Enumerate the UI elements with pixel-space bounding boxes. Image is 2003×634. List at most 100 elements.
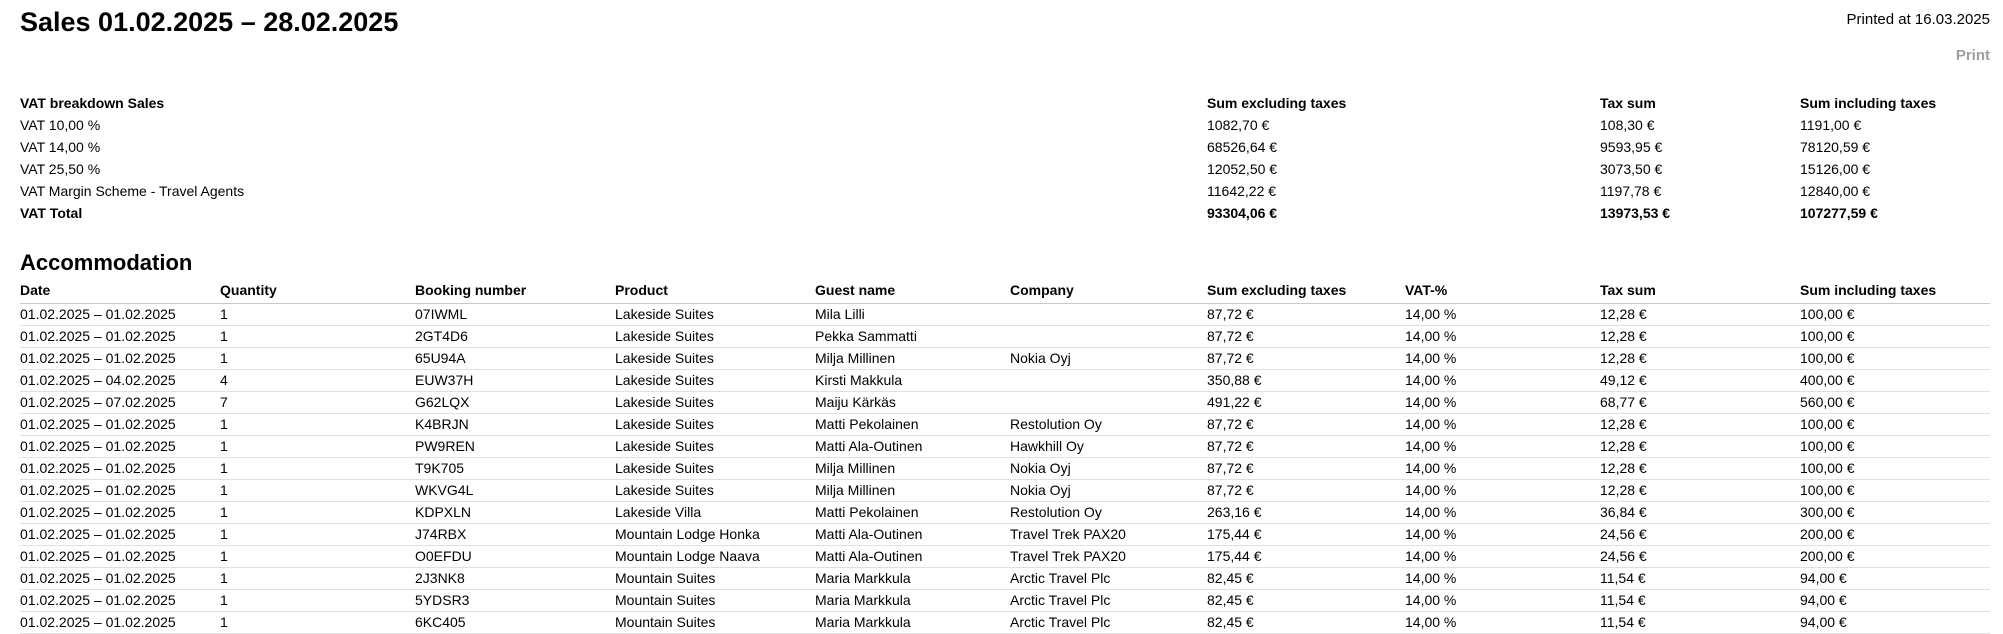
cell-guest-name: Matti Pekolainen bbox=[815, 501, 1010, 524]
cell-company: Restolution Oy bbox=[1010, 501, 1207, 524]
table-row: 01.02.2025 – 01.02.2025 1 6KC405 Mountain S… bbox=[20, 611, 1990, 634]
cell-vat: 14,00 % bbox=[1405, 545, 1600, 568]
cell-sum-including-taxes: 400,00 € bbox=[1800, 369, 1990, 392]
cell-product: Mountain Lodge Naava bbox=[615, 545, 815, 568]
cell-booking-number: 65U94A bbox=[415, 347, 615, 370]
cell-sum-including-taxes: 200,00 € bbox=[1800, 545, 1990, 568]
vat-row: VAT 25,50 % 12052,50 € 3073,50 € 15126,00 € bbox=[20, 158, 1990, 180]
print-row: Print bbox=[20, 47, 1990, 65]
cell-quantity: 1 bbox=[220, 501, 415, 524]
cell-sum-excluding-taxes: 82,45 € bbox=[1207, 589, 1405, 612]
cell-product: Lakeside Suites bbox=[615, 457, 815, 480]
cell-sum-excluding-taxes: 175,44 € bbox=[1207, 545, 1405, 568]
column-header-product: Product bbox=[615, 282, 815, 304]
vat-cell: 107277,59 € bbox=[1800, 205, 1878, 221]
cell-guest-name: Matti Ala-Outinen bbox=[815, 545, 1010, 568]
cell-booking-number: WKVG4L bbox=[415, 479, 615, 502]
cell-product: Lakeside Suites bbox=[615, 391, 815, 414]
cell-booking-number: KDPXLN bbox=[415, 501, 615, 524]
table-row: 01.02.2025 – 07.02.2025 7 G62LQX Lakeside S… bbox=[20, 391, 1990, 414]
cell-sum-including-taxes: 94,00 € bbox=[1800, 589, 1990, 612]
table-row: 01.02.2025 – 01.02.2025 1 5YDSR3 Mountain S… bbox=[20, 589, 1990, 612]
vat-breakdown-rows: VAT 10,00 % 1082,70 €108,30 €1191,00 € VAT… bbox=[20, 114, 1990, 224]
cell-sum-excluding-taxes: 87,72 € bbox=[1207, 303, 1405, 326]
accommodation-table: Date Quantity Booking number Product Guest n… bbox=[20, 282, 1990, 634]
accommodation-section: Accommodation Date Quantity Booking number… bbox=[20, 250, 1990, 634]
table-row: 01.02.2025 – 01.02.2025 1 2GT4D6 Lakeside S… bbox=[20, 325, 1990, 348]
cell-date: 01.02.2025 – 01.02.2025 bbox=[20, 325, 220, 348]
cell-sum-including-taxes: 100,00 € bbox=[1800, 347, 1990, 370]
cell-date: 01.02.2025 – 01.02.2025 bbox=[20, 457, 220, 480]
cell-tax-sum: 11,54 € bbox=[1600, 589, 1800, 612]
cell-date: 01.02.2025 – 01.02.2025 bbox=[20, 523, 220, 546]
vat-cell: 1082,70 € bbox=[1207, 117, 1270, 133]
column-header-tax-sum: Tax sum bbox=[1600, 95, 1656, 111]
cell-guest-name: Pekka Sammatti bbox=[815, 325, 1010, 348]
cell-sum-excluding-taxes: 87,72 € bbox=[1207, 325, 1405, 348]
accommodation-body: 01.02.2025 – 01.02.2025 1 07IWML Lakeside S… bbox=[20, 303, 1990, 634]
vat-cell: 13973,53 € bbox=[1600, 205, 1671, 221]
cell-tax-sum: 11,54 € bbox=[1600, 611, 1800, 634]
vat-row-label: VAT Total bbox=[20, 205, 83, 221]
column-header-guest-name: Guest name bbox=[815, 282, 1010, 304]
column-header-sum-excluding-taxes: Sum excluding taxes bbox=[1207, 95, 1347, 111]
cell-sum-excluding-taxes: 87,72 € bbox=[1207, 347, 1405, 370]
cell-vat: 14,00 % bbox=[1405, 523, 1600, 546]
cell-sum-including-taxes: 100,00 € bbox=[1800, 479, 1990, 502]
cell-sum-including-taxes: 200,00 € bbox=[1800, 523, 1990, 546]
accommodation-header-row: Date Quantity Booking number Product Guest n… bbox=[20, 282, 1990, 304]
table-row: 01.02.2025 – 01.02.2025 1 KDPXLN Lakeside V… bbox=[20, 501, 1990, 524]
cell-sum-excluding-taxes: 82,45 € bbox=[1207, 567, 1405, 590]
cell-tax-sum: 12,28 € bbox=[1600, 303, 1800, 326]
cell-sum-including-taxes: 100,00 € bbox=[1800, 303, 1990, 326]
print-button[interactable]: Print bbox=[1955, 47, 1990, 64]
cell-product: Mountain Suites bbox=[615, 589, 815, 612]
cell-booking-number: EUW37H bbox=[415, 369, 615, 392]
cell-sum-excluding-taxes: 87,72 € bbox=[1207, 457, 1405, 480]
cell-date: 01.02.2025 – 01.02.2025 bbox=[20, 347, 220, 370]
cell-sum-excluding-taxes: 87,72 € bbox=[1207, 413, 1405, 436]
cell-product: Lakeside Suites bbox=[615, 435, 815, 458]
cell-sum-excluding-taxes: 87,72 € bbox=[1207, 435, 1405, 458]
vat-cell: 1197,78 € bbox=[1600, 183, 1662, 199]
cell-booking-number: 5YDSR3 bbox=[415, 589, 615, 612]
cell-sum-including-taxes: 100,00 € bbox=[1800, 325, 1990, 348]
cell-date: 01.02.2025 – 07.02.2025 bbox=[20, 391, 220, 414]
vat-cell: 1191,00 € bbox=[1800, 117, 1862, 133]
cell-vat: 14,00 % bbox=[1405, 611, 1600, 634]
cell-company: Arctic Travel Plc bbox=[1010, 589, 1207, 612]
cell-date: 01.02.2025 – 01.02.2025 bbox=[20, 501, 220, 524]
column-header-quantity: Quantity bbox=[220, 282, 415, 304]
table-row: 01.02.2025 – 01.02.2025 1 07IWML Lakeside S… bbox=[20, 303, 1990, 326]
cell-date: 01.02.2025 – 01.02.2025 bbox=[20, 303, 220, 326]
cell-booking-number: 2GT4D6 bbox=[415, 325, 615, 348]
vat-cell: 108,30 € bbox=[1600, 117, 1655, 133]
vat-row-label: VAT 25,50 % bbox=[20, 161, 101, 177]
cell-guest-name: Kirsti Makkula bbox=[815, 369, 1010, 392]
table-row: 01.02.2025 – 01.02.2025 1 WKVG4L Lakeside S… bbox=[20, 479, 1990, 502]
vat-cell: 15126,00 € bbox=[1800, 161, 1871, 177]
table-row: 01.02.2025 – 01.02.2025 1 PW9REN Lakeside S… bbox=[20, 435, 1990, 458]
cell-quantity: 1 bbox=[220, 435, 415, 458]
column-header-sum-including-taxes: Sum including taxes bbox=[1800, 95, 1937, 111]
cell-company: Arctic Travel Plc bbox=[1010, 567, 1207, 590]
cell-booking-number: 2J3NK8 bbox=[415, 567, 615, 590]
cell-sum-excluding-taxes: 491,22 € bbox=[1207, 391, 1405, 414]
cell-date: 01.02.2025 – 01.02.2025 bbox=[20, 567, 220, 590]
cell-sum-excluding-taxes: 87,72 € bbox=[1207, 479, 1405, 502]
cell-quantity: 1 bbox=[220, 545, 415, 568]
cell-vat: 14,00 % bbox=[1405, 347, 1600, 370]
column-header-sum-excluding-taxes: Sum excluding taxes bbox=[1207, 282, 1405, 304]
cell-guest-name: Matti Pekolainen bbox=[815, 413, 1010, 436]
vat-row-label: VAT 14,00 % bbox=[20, 139, 101, 155]
table-row: 01.02.2025 – 01.02.2025 1 65U94A Lakeside S… bbox=[20, 347, 1990, 370]
cell-quantity: 1 bbox=[220, 567, 415, 590]
cell-vat: 14,00 % bbox=[1405, 369, 1600, 392]
cell-quantity: 1 bbox=[220, 413, 415, 436]
cell-company: Hawkhill Oy bbox=[1010, 435, 1207, 458]
cell-guest-name: Matti Ala-Outinen bbox=[815, 435, 1010, 458]
printed-at-label: Printed at 16.03.2025 bbox=[1846, 11, 1990, 28]
cell-sum-including-taxes: 94,00 € bbox=[1800, 611, 1990, 634]
cell-guest-name: Maria Markkula bbox=[815, 567, 1010, 590]
vat-row: VAT 10,00 % 1082,70 € 108,30 € 1191,00 € bbox=[20, 114, 1990, 136]
